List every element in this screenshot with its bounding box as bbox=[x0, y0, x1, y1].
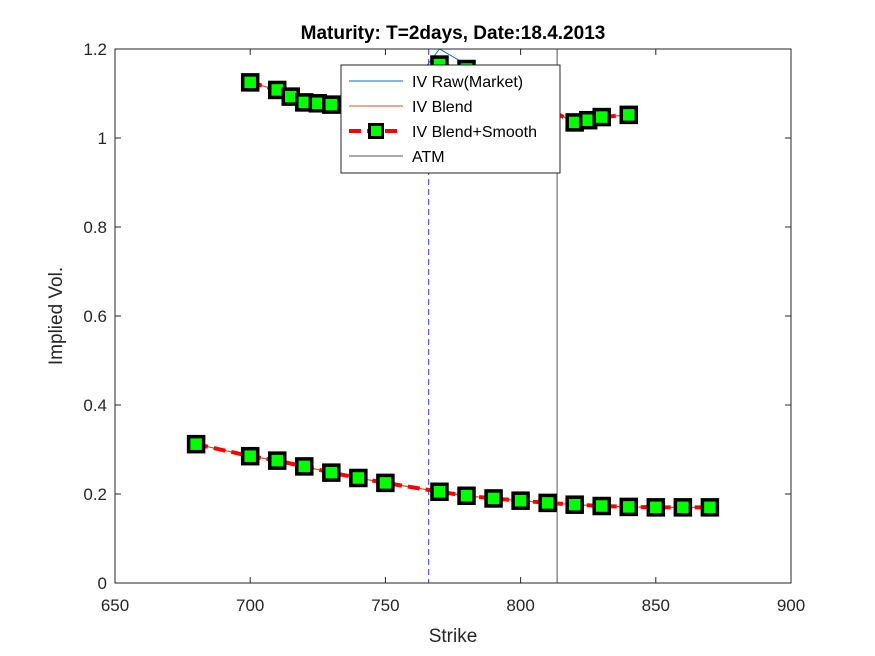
data-point-marker bbox=[592, 496, 611, 516]
legend-label: IV Blend bbox=[412, 99, 472, 116]
legend-label: ATM bbox=[412, 149, 445, 166]
data-point-marker bbox=[565, 495, 584, 514]
data-point-marker bbox=[700, 498, 720, 517]
data-point-marker bbox=[592, 107, 611, 127]
data-point-marker bbox=[267, 451, 287, 470]
legend-label: IV Blend+Smooth bbox=[412, 124, 537, 141]
data-point-marker bbox=[240, 446, 260, 466]
x-tick-label: 700 bbox=[236, 596, 264, 615]
data-point-marker bbox=[646, 498, 666, 517]
x-tick-label: 800 bbox=[506, 596, 534, 615]
y-tick-label: 0.6 bbox=[83, 307, 107, 326]
data-point-marker bbox=[322, 463, 341, 482]
legend-box bbox=[340, 64, 561, 174]
y-tick-label: 1 bbox=[98, 129, 107, 148]
y-tick-label: 0.8 bbox=[83, 218, 107, 237]
legend-marker bbox=[368, 123, 384, 139]
x-tick-label: 850 bbox=[642, 596, 670, 615]
legend-label: IV Raw(Market) bbox=[412, 74, 523, 91]
y-tick-label: 0.2 bbox=[83, 485, 107, 504]
data-point-marker bbox=[538, 493, 557, 513]
data-point-marker bbox=[511, 491, 530, 510]
data-point-marker bbox=[186, 434, 206, 454]
x-axis-title: Strike bbox=[429, 626, 478, 647]
y-tick-label: 0.4 bbox=[83, 396, 107, 415]
data-point-marker bbox=[240, 73, 260, 92]
data-point-marker bbox=[376, 473, 395, 493]
y-axis-ticks: 0 0.2 0.4 0.6 0.8 1 1.2 bbox=[83, 40, 791, 593]
data-point-marker bbox=[295, 457, 314, 476]
data-point-marker bbox=[619, 497, 639, 517]
x-tick-label: 750 bbox=[371, 596, 399, 615]
y-tick-label: 0 bbox=[98, 574, 107, 593]
data-point-marker bbox=[349, 468, 368, 488]
x-tick-label: 900 bbox=[777, 596, 805, 615]
y-tick-label: 1.2 bbox=[83, 40, 107, 59]
x-axis-ticks: 650 700 750 800 850 900 bbox=[101, 49, 805, 615]
x-tick-label: 650 bbox=[101, 596, 129, 615]
data-point-marker bbox=[484, 489, 503, 508]
data-point-marker bbox=[322, 95, 341, 114]
data-point-marker bbox=[619, 105, 639, 125]
y-axis-title: Implied Vol. bbox=[46, 267, 67, 365]
legend: IV Raw(Market) IV Blend IV Blend+Smooth ATM bbox=[340, 64, 561, 174]
data-point-marker bbox=[430, 482, 449, 502]
chart-title: Maturity: T=2days, Date:18.4.2013 bbox=[301, 23, 606, 44]
data-point-marker bbox=[457, 486, 476, 506]
data-point-marker bbox=[673, 498, 693, 517]
series-layer bbox=[186, 48, 720, 517]
